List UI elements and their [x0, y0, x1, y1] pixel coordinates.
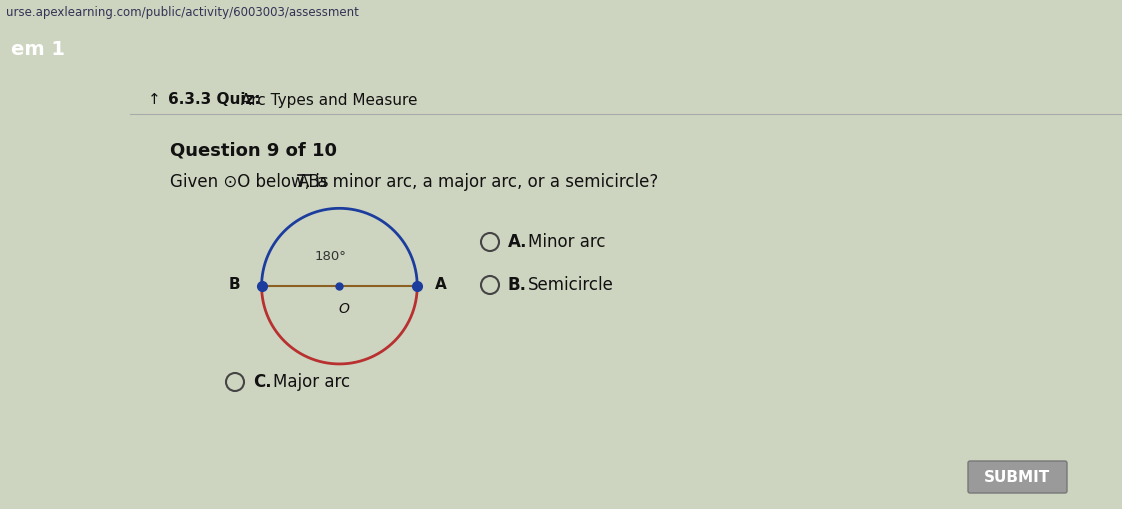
Text: ↑: ↑: [148, 93, 160, 107]
Text: 180°: 180°: [314, 250, 346, 263]
Text: Minor arc: Minor arc: [528, 233, 606, 251]
Text: a minor arc, a major arc, or a semicircle?: a minor arc, a major arc, or a semicircl…: [312, 173, 659, 191]
Text: C.: C.: [252, 373, 272, 391]
Text: AB: AB: [297, 173, 321, 191]
Text: Arc Types and Measure: Arc Types and Measure: [236, 93, 417, 107]
Text: Given ⊙O below, is: Given ⊙O below, is: [171, 173, 334, 191]
Text: B.: B.: [508, 276, 527, 294]
Text: O: O: [339, 302, 350, 316]
Text: A: A: [434, 277, 447, 292]
Text: SUBMIT: SUBMIT: [984, 469, 1050, 485]
Text: Semicircle: Semicircle: [528, 276, 614, 294]
Text: B: B: [229, 277, 240, 292]
Text: A.: A.: [508, 233, 527, 251]
Text: em 1: em 1: [11, 40, 65, 59]
Text: Major arc: Major arc: [273, 373, 350, 391]
Text: Question 9 of 10: Question 9 of 10: [171, 141, 337, 159]
Text: urse.apexlearning.com/public/activity/6003003/assessment: urse.apexlearning.com/public/activity/60…: [6, 6, 359, 19]
FancyBboxPatch shape: [968, 461, 1067, 493]
Text: 6.3.3 Quiz:: 6.3.3 Quiz:: [168, 93, 260, 107]
